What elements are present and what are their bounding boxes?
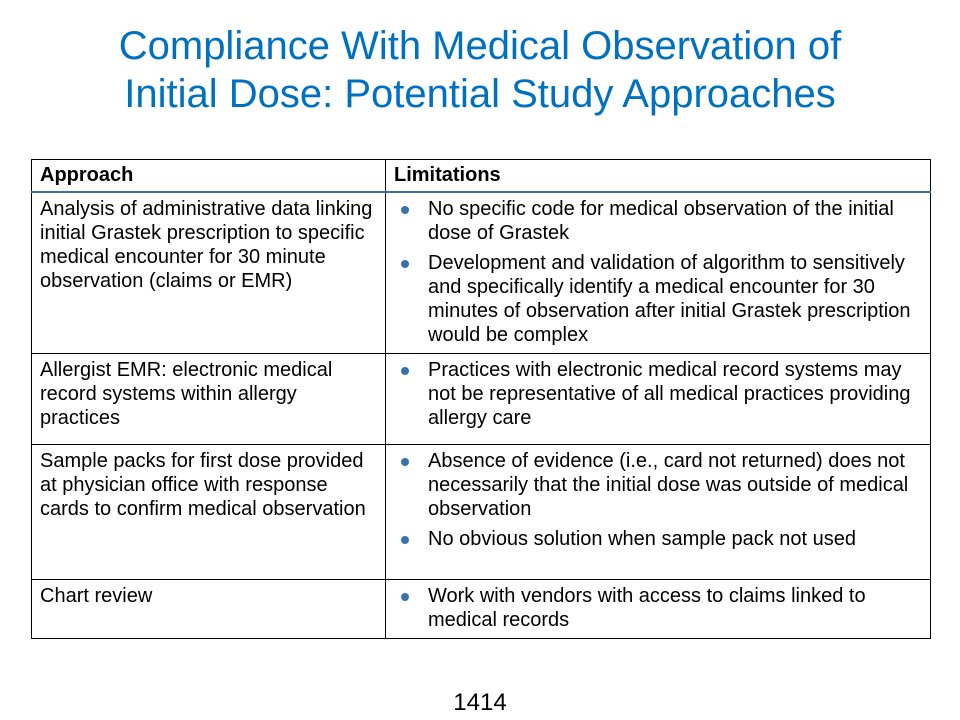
page-number: 1414: [453, 689, 507, 716]
bullet-icon: [401, 259, 409, 268]
limitation-text: No specific code for medical observation…: [428, 197, 894, 244]
limitations-cell: No specific code for medical observation…: [385, 191, 931, 354]
slide-title-line-1: Compliance With Medical Observation of: [118, 24, 842, 68]
bullet-icon: [401, 366, 409, 375]
approach-cell: Sample packs for first dose provided at …: [31, 443, 386, 580]
limitations-cell: Work with vendors with access to claims …: [385, 578, 931, 639]
limitation-item: No obvious solution when sample pack not…: [398, 527, 920, 551]
approaches-table: Approach Limitations Analysis of adminis…: [31, 159, 931, 639]
limitations-list: Absence of evidence (i.e., card not retu…: [398, 449, 920, 551]
limitation-item: Practices with electronic medical record…: [398, 358, 920, 430]
limitations-cell: Absence of evidence (i.e., card not retu…: [385, 443, 931, 580]
limitation-text: Absence of evidence (i.e., card not retu…: [428, 449, 909, 520]
table-row: Chart review Work with vendors with acce…: [31, 578, 931, 639]
limitation-item: No specific code for medical observation…: [398, 197, 920, 245]
slide-title: Compliance With Medical Observation of I…: [0, 22, 960, 118]
limitation-text: Practices with electronic medical record…: [428, 358, 911, 429]
limitations-cell: Practices with electronic medical record…: [385, 352, 931, 445]
table-header-row: Approach Limitations: [31, 159, 931, 193]
bullet-icon: [401, 205, 409, 214]
limitations-list: Work with vendors with access to claims …: [398, 584, 920, 632]
approach-cell: Allergist EMR: electronic medical record…: [31, 352, 386, 445]
limitation-item: Absence of evidence (i.e., card not retu…: [398, 449, 920, 521]
header-limitations: Limitations: [385, 159, 931, 193]
header-approach: Approach: [31, 159, 386, 193]
slide-title-line-2: Initial Dose: Potential Study Approaches: [124, 72, 836, 116]
limitations-list: No specific code for medical observation…: [398, 197, 920, 347]
table-row: Sample packs for first dose provided at …: [31, 443, 931, 580]
table-row: Analysis of administrative data linking …: [31, 191, 931, 354]
table-row: Allergist EMR: electronic medical record…: [31, 352, 931, 445]
approach-cell: Chart review: [31, 578, 386, 639]
limitation-text: Work with vendors with access to claims …: [428, 584, 866, 631]
limitations-list: Practices with electronic medical record…: [398, 358, 920, 430]
limitation-item: Development and validation of algorithm …: [398, 251, 920, 347]
approach-cell: Analysis of administrative data linking …: [31, 191, 386, 354]
limitation-item: Work with vendors with access to claims …: [398, 584, 920, 632]
limitation-text: Development and validation of algorithm …: [428, 251, 911, 346]
bullet-icon: [401, 592, 409, 601]
bullet-icon: [401, 535, 409, 544]
limitation-text: No obvious solution when sample pack not…: [428, 527, 857, 550]
bullet-icon: [401, 457, 409, 466]
